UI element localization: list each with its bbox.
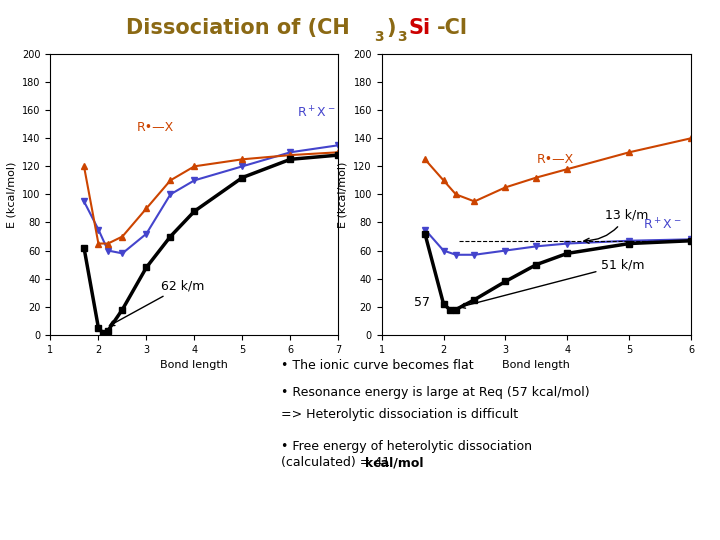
Text: R•—X: R•—X	[536, 153, 574, 166]
Text: • The ionic curve becomes flat: • The ionic curve becomes flat	[281, 359, 474, 372]
Text: 3: 3	[397, 30, 406, 44]
Text: Dissociation of (CH: Dissociation of (CH	[126, 18, 350, 38]
Text: R•—X: R•—X	[137, 120, 174, 133]
Text: R$^+$X$^-$: R$^+$X$^-$	[297, 105, 336, 120]
Text: ): )	[387, 18, 396, 38]
Text: 13 k/m: 13 k/m	[584, 209, 648, 244]
Text: => Heterolytic dissociation is difficult: => Heterolytic dissociation is difficult	[281, 408, 518, 421]
Text: 3: 3	[374, 30, 383, 44]
Text: Si: Si	[409, 18, 431, 38]
Y-axis label: E (kcal/mol): E (kcal/mol)	[338, 161, 348, 227]
Text: • Resonance energy is large at Req (57 kcal/mol): • Resonance energy is large at Req (57 k…	[281, 386, 590, 399]
Text: 57: 57	[414, 296, 430, 309]
Text: 62 k/m: 62 k/m	[109, 279, 204, 326]
Text: -Cl: -Cl	[437, 18, 468, 38]
X-axis label: Bond length: Bond length	[161, 360, 228, 370]
Text: R$^+$X$^-$: R$^+$X$^-$	[643, 218, 682, 233]
X-axis label: Bond length: Bond length	[503, 360, 570, 370]
Y-axis label: E (kcal/mol): E (kcal/mol)	[6, 161, 17, 227]
Text: • Free energy of heterolytic dissociation: • Free energy of heterolytic dissociatio…	[281, 440, 532, 453]
Text: 51 k/m: 51 k/m	[460, 258, 645, 308]
Text: kcal/mol: kcal/mol	[365, 456, 423, 469]
Text: (calculated) = 41: (calculated) = 41	[281, 456, 394, 469]
